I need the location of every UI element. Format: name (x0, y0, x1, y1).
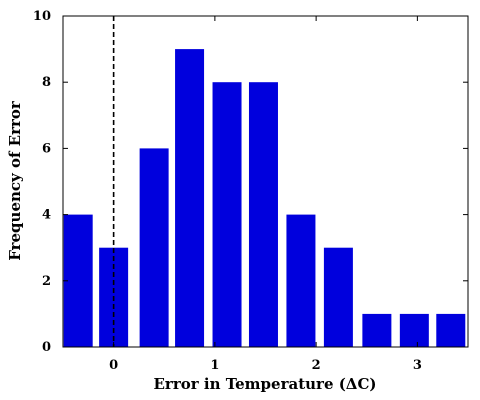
bar-6 (248, 82, 278, 347)
x-tick-label: 2 (312, 358, 321, 373)
y-tick-label: 6 (42, 141, 51, 156)
bar-3 (139, 148, 169, 347)
y-axis-ticks: 0 2 4 6 8 10 (33, 9, 468, 355)
bars-group (63, 49, 466, 347)
bar-8 (323, 247, 353, 347)
bar-11 (436, 313, 466, 347)
y-tick-label: 0 (42, 340, 51, 355)
bar-10 (399, 313, 429, 347)
x-axis-ticks: 0 1 2 3 (109, 16, 422, 373)
bar-7 (286, 214, 316, 347)
y-axis-title: Frequency of Error (6, 100, 24, 261)
x-tick-label: 0 (109, 358, 118, 373)
bar-1 (63, 214, 93, 347)
bar-9 (362, 313, 392, 347)
y-tick-label: 4 (42, 208, 51, 223)
x-axis-title: Error in Temperature (ΔC) (154, 375, 377, 393)
bar-4 (175, 49, 205, 347)
y-tick-label: 10 (33, 9, 51, 24)
x-tick-label: 1 (210, 358, 219, 373)
y-tick-label: 8 (42, 75, 51, 90)
plot-frame (62, 15, 469, 348)
x-tick-label: 3 (413, 358, 422, 373)
bar-5 (212, 82, 242, 347)
y-tick-label: 2 (42, 274, 51, 289)
